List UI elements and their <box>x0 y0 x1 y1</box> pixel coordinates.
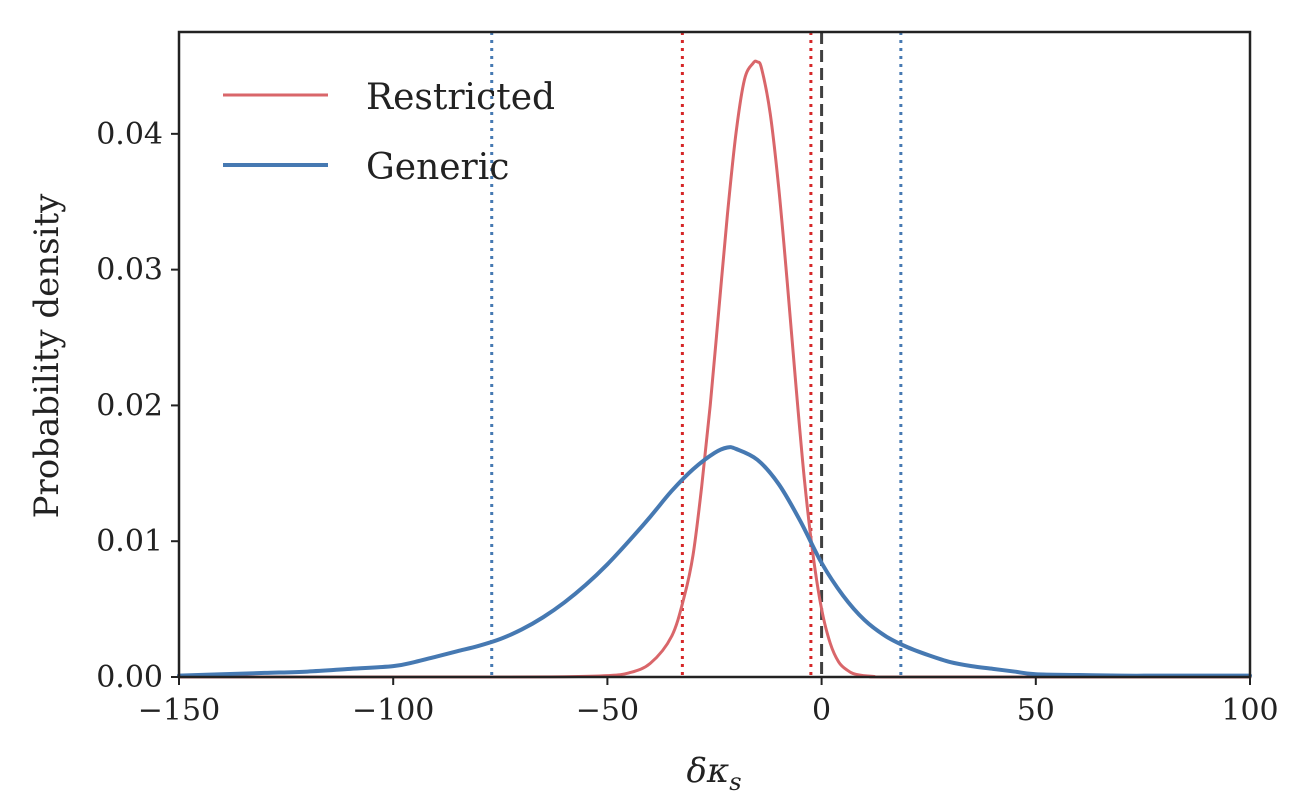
plot-frame <box>177 30 1252 679</box>
y-axis-label: Probability density <box>27 193 67 518</box>
x-tick-label: −150 <box>138 693 220 728</box>
x-axis-label: δκs <box>686 751 741 796</box>
y-tick-label: 0.01 <box>96 524 163 559</box>
reference-lines <box>490 32 903 677</box>
x-tick-label: 0 <box>812 693 831 728</box>
legend-generic-label: Generic <box>366 147 509 188</box>
y-tick-label: 0.00 <box>96 660 163 695</box>
y-tick-label: 0.02 <box>96 388 163 423</box>
x-tick-label: 50 <box>1017 693 1055 728</box>
x-tick-label: −100 <box>352 693 434 728</box>
legend: Restricted Generic <box>223 77 555 188</box>
x-tick-label: −50 <box>576 693 639 728</box>
legend-restricted-label: Restricted <box>366 77 555 118</box>
y-axis: 0.00 0.01 0.02 0.03 0.04 <box>96 117 179 695</box>
y-tick-label: 0.04 <box>96 117 163 152</box>
x-axis-label-subscript: s <box>729 768 741 796</box>
series-generic-line <box>177 445 1252 678</box>
series-lines <box>177 59 1252 679</box>
x-axis: −150 −100 −50 0 50 100 <box>138 677 1279 728</box>
x-axis-label-main: δκ <box>686 751 729 791</box>
x-tick-label: 100 <box>1221 693 1278 728</box>
y-tick-label: 0.03 <box>96 253 163 288</box>
series-restricted-line <box>177 59 1252 679</box>
